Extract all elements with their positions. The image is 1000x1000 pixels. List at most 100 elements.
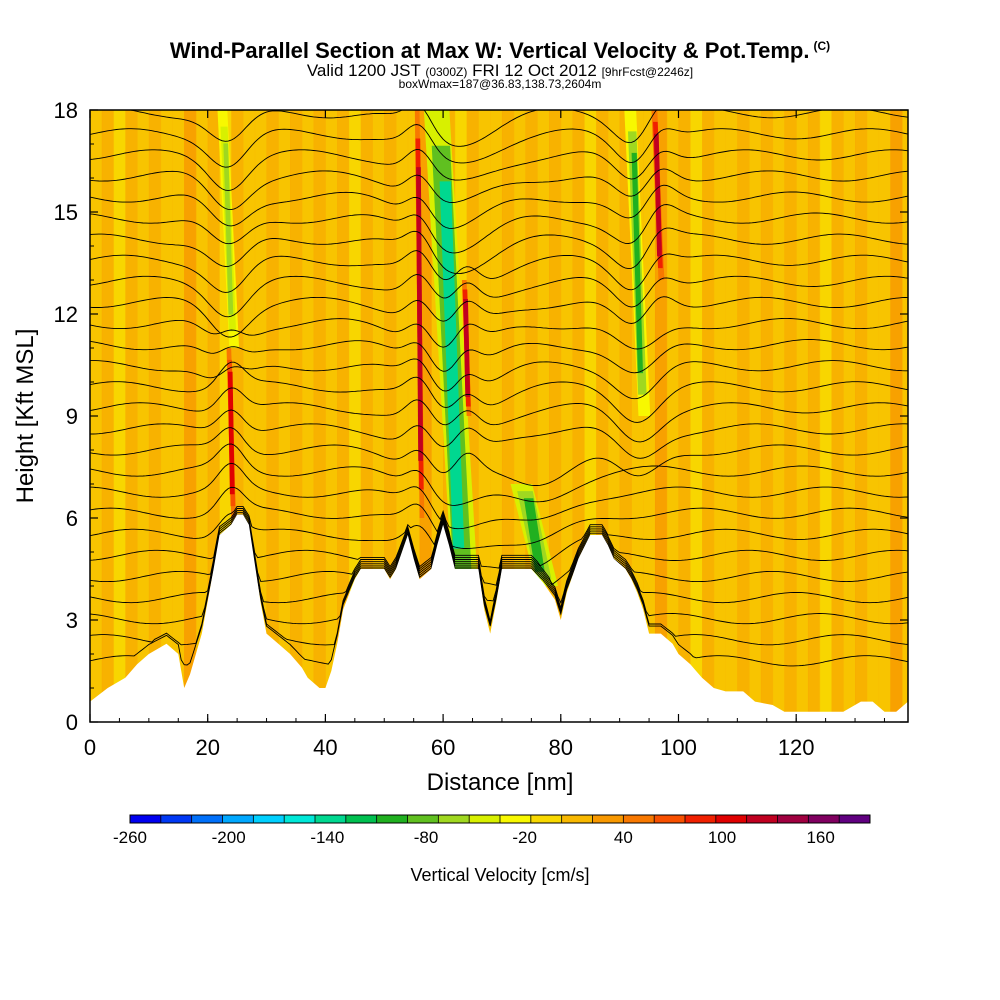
colorbar-tick-label: -200: [212, 828, 246, 847]
velocity-stripe: [113, 110, 126, 722]
velocity-stripe: [348, 110, 362, 722]
velocity-stripe: [125, 110, 138, 722]
isentrope-line: [90, 274, 908, 318]
y-tick-label: 12: [54, 302, 78, 327]
y-tick-label: 15: [54, 200, 78, 225]
velocity-stripe: [678, 110, 691, 722]
colorbar-swatch: [839, 815, 871, 823]
colorbar-tick-label: 160: [806, 828, 834, 847]
colorbar-swatch: [130, 815, 162, 823]
copyright-mark: (C): [813, 38, 831, 53]
updraft-band: [463, 299, 471, 397]
isentrope-line: [90, 296, 908, 338]
terrain: [90, 514, 908, 722]
y-tick-label: 0: [66, 710, 78, 735]
chart-title-text: Wind-Parallel Section at Max W: Vertical…: [169, 38, 810, 63]
box-wmax-info: boxWmax=187@36.83,138.73,2604m: [398, 77, 602, 91]
velocity-stripe: [831, 110, 844, 722]
velocity-stripe: [772, 110, 785, 722]
velocity-stripe: [184, 110, 197, 722]
isentropes: [90, 110, 908, 667]
y-tick-label: 3: [66, 608, 78, 633]
x-axis: 0 20 40 60 80 100 120: [84, 110, 885, 760]
velocity-stripe: [796, 110, 809, 722]
velocity-stripe: [325, 110, 338, 722]
velocity-stripe: [195, 110, 209, 722]
y-tick-label: 18: [54, 98, 78, 123]
colorbar-label: Vertical Velocity [cm/s]: [410, 865, 589, 885]
velocity-stripe: [172, 110, 185, 722]
valid-time: Valid 1200 JST: [306, 61, 421, 80]
x-tick-label: 120: [778, 735, 815, 760]
velocity-stripe: [819, 110, 832, 722]
y-axis: 0 3 6 9 12 15 18: [54, 98, 908, 735]
isentrope-line: [90, 443, 908, 506]
colorbar-swatch: [808, 815, 840, 823]
colorbar-swatch: [685, 815, 717, 823]
chart-title-block: Wind-Parallel Section at Max W: Vertical…: [0, 0, 1000, 95]
velocity-stripe: [749, 110, 762, 722]
velocity-stripe: [290, 110, 303, 722]
colorbar-swatch: [191, 815, 223, 823]
velocity-stripe: [137, 110, 150, 722]
downdraft-band: [223, 143, 234, 315]
colorbar-swatch: [500, 815, 532, 823]
colorbar-swatch: [376, 815, 408, 823]
velocity-stripe: [843, 110, 856, 722]
velocity-stripe: [878, 110, 891, 722]
velocity-stripe: [866, 110, 880, 722]
velocity-stripe: [725, 110, 738, 722]
velocity-stripe: [337, 110, 350, 722]
valid-utc: (0300Z): [425, 65, 468, 79]
colorbar-swatch: [623, 815, 655, 823]
isentrope-line: [90, 361, 908, 423]
colorbar-swatch: [407, 815, 439, 823]
colorbar-tick-label: -80: [414, 828, 439, 847]
x-tick-label: 0: [84, 735, 96, 760]
colorbar-swatch: [253, 815, 285, 823]
valid-date: FRI 12 Oct 2012: [472, 61, 597, 80]
downdraft-band: [439, 181, 465, 549]
colorbar-swatch: [345, 815, 377, 823]
velocity-stripe: [784, 110, 797, 722]
colorbar-swatch: [160, 815, 192, 823]
colorbar-swatch: [746, 815, 778, 823]
colorbar-swatch: [284, 815, 316, 823]
velocity-stripe: [890, 110, 903, 722]
isentrope-line: [90, 148, 908, 192]
isentrope-line: [90, 339, 908, 374]
velocity-features: [217, 110, 665, 620]
velocity-stripe: [807, 110, 821, 722]
plot-area: [90, 110, 908, 722]
isentrope-line: [90, 427, 908, 486]
isentrope-line: [90, 409, 908, 459]
updraft-band: [653, 133, 662, 257]
velocity-stripe: [760, 110, 774, 722]
colorbar-swatch: [222, 815, 254, 823]
isentrope-line: [90, 204, 908, 254]
velocity-stripe: [313, 110, 326, 722]
y-tick-label: 6: [66, 506, 78, 531]
isentrope-line: [90, 462, 908, 530]
isentrope-line: [90, 317, 908, 350]
isentrope-line: [90, 505, 908, 569]
colorbar-swatch: [530, 815, 562, 823]
x-tick-label: 20: [195, 735, 219, 760]
velocity-stripe: [666, 110, 679, 722]
velocity-stripe: [278, 110, 291, 722]
colorbar-swatch: [654, 815, 686, 823]
colorbar-swatch: [715, 815, 747, 823]
velocity-stripe: [855, 110, 868, 722]
isentrope-line: [90, 486, 908, 549]
velocity-stripe: [690, 110, 703, 722]
isentrope-line: [90, 227, 908, 275]
colorbar-swatch: [438, 815, 470, 823]
isentrope-line: [90, 387, 908, 443]
colorbar-swatch: [592, 815, 624, 823]
colorbar-swatch: [777, 815, 809, 823]
velocity-stripe: [160, 110, 173, 722]
colorbar-tick-label: -260: [113, 828, 147, 847]
x-axis-label: Distance [nm]: [427, 769, 574, 796]
updraft-band: [416, 167, 423, 461]
